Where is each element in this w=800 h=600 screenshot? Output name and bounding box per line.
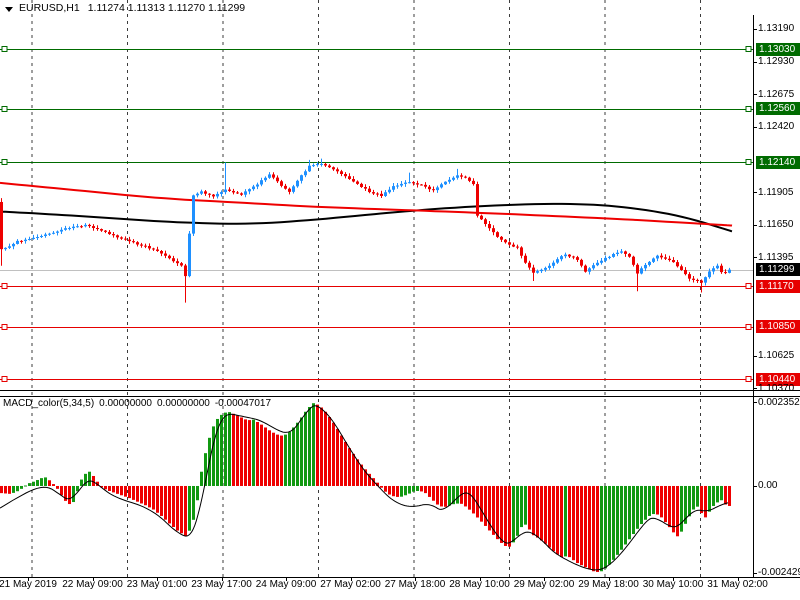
ticks-layer: [28, 29, 757, 581]
hline-1.1044[interactable]: [0, 376, 753, 382]
price-tick-label: 1.10370: [758, 382, 795, 394]
macd-tick-label: -0.0024290: [758, 567, 800, 579]
macd-histogram-layer: [0, 403, 731, 572]
candles-layer: [0, 158, 731, 303]
price-tick-label: 1.11650: [758, 219, 794, 231]
level-price-label: 1.12140: [756, 155, 800, 169]
date-tick-label: 29 May 02:00: [513, 579, 575, 590]
macd-value-3: -0.00047017: [214, 398, 272, 409]
date-axis[interactable]: [0, 577, 800, 600]
date-tick-label: 21 May 2019: [0, 579, 57, 590]
price-tick-label: 1.12675: [758, 88, 795, 100]
grid-layer: [31, 0, 701, 577]
price-tick-label: 1.12930: [758, 56, 795, 68]
level-price-label: 1.10440: [756, 372, 800, 386]
date-tick-label: 27 May 02:00: [320, 579, 381, 590]
hline-1.1256[interactable]: [0, 106, 753, 112]
levels-layer: [0, 46, 753, 382]
date-tick-label: 23 May 17:00: [191, 579, 252, 590]
symbol-dropdown-icon[interactable]: [5, 6, 13, 12]
date-tick-label: 22 May 09:00: [62, 579, 123, 590]
ma-fast-red-line: [0, 181, 733, 227]
hline-1.1085[interactable]: [0, 324, 753, 330]
date-tick-label: 27 May 18:00: [384, 579, 446, 590]
price-tick-label: 1.11395: [758, 251, 794, 263]
symbol-period-label: EURUSD,H1: [19, 2, 80, 14]
price-tick-label: 1.13190: [758, 23, 795, 35]
price-tick-label: 1.12420: [758, 121, 795, 133]
title-bar: EURUSD,H1 1.11274 1.11313 1.11270 1.1129…: [4, 2, 245, 14]
hline-1.1214[interactable]: [0, 159, 753, 165]
macd-indicator-label: MACD_color(5,34,5) 0.00000000 0.00000000 -0…: [3, 398, 276, 409]
date-tick-label: 28 May 10:00: [449, 579, 510, 590]
current-price-label: 1.11299: [756, 263, 800, 277]
date-tick-label: 24 May 09:00: [255, 579, 317, 590]
level-price-label: 1.12560: [756, 102, 800, 116]
frame-layer: [0, 15, 800, 578]
level-price-label: 1.11170: [756, 279, 800, 293]
ohlc-values: 1.11274 1.11313 1.11270 1.11299: [87, 2, 246, 14]
level-price-label: 1.10850: [756, 320, 800, 334]
date-tick-label: 30 May 10:00: [642, 579, 704, 590]
price-tick-label: 1.11905: [758, 186, 794, 198]
macd-tick-label: 0.00: [758, 480, 778, 492]
price-tick-label: 1.10625: [758, 350, 795, 362]
date-tick-label: 31 May 02:00: [707, 579, 768, 590]
date-tick-label: 29 May 18:00: [578, 579, 639, 590]
macd-name: MACD_color(5,34,5): [3, 398, 95, 409]
macd-value-1: 0.00000000: [99, 398, 152, 409]
macd-signal-line: [0, 405, 729, 571]
ma-slow-black-line: [0, 202, 733, 233]
macd-value-2: 0.00000000: [157, 398, 210, 409]
hline-1.1117[interactable]: [0, 283, 753, 289]
hline-1.1303[interactable]: [0, 46, 753, 52]
date-tick-label: 23 May 01:00: [126, 579, 188, 590]
level-price-label: 1.13030: [756, 42, 800, 56]
